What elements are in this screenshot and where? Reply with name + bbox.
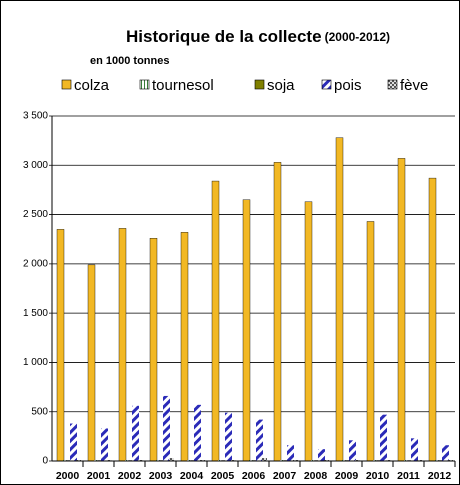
x-tick-label: 2007 <box>273 470 297 482</box>
bar <box>163 395 170 461</box>
bar <box>194 404 201 461</box>
x-tick-label: 2004 <box>180 470 204 482</box>
bar <box>87 264 96 462</box>
bar <box>287 445 294 461</box>
bar <box>101 428 108 461</box>
bar <box>225 412 232 461</box>
bar <box>366 221 375 462</box>
bar <box>211 180 220 462</box>
bar <box>118 228 127 462</box>
y-tick-label: 2 500 <box>23 209 48 220</box>
subtitle: en 1000 tonnes <box>90 55 169 67</box>
bar <box>169 458 174 461</box>
legend-swatch <box>254 79 265 90</box>
legend-swatch <box>321 79 332 90</box>
legend-swatch <box>387 79 398 90</box>
bar <box>318 449 325 461</box>
legend-label: pois <box>334 77 362 94</box>
x-tick-label: 2003 <box>149 470 173 482</box>
y-tick-label: 0 <box>42 456 48 467</box>
bar <box>304 201 313 462</box>
bar <box>256 419 263 461</box>
bar <box>380 414 387 461</box>
x-tick-label: 2011 <box>397 470 420 482</box>
bar <box>428 177 437 462</box>
x-tick-label: 2008 <box>304 470 328 482</box>
legend-swatch <box>61 79 72 90</box>
legend-label: fève <box>400 77 428 94</box>
y-tick-label: 3 000 <box>23 160 48 171</box>
bar <box>242 199 251 462</box>
y-tick-label: 3 500 <box>23 111 48 122</box>
bar <box>273 162 282 462</box>
x-tick-label: 2000 <box>56 470 80 482</box>
bar <box>56 229 65 462</box>
bar <box>411 438 418 461</box>
bar <box>335 137 344 462</box>
chart-title: Historique de la collecte (2000-2012) <box>126 27 390 46</box>
bar <box>349 440 356 461</box>
y-tick-label: 2 000 <box>23 258 48 269</box>
x-tick-label: 2001 <box>87 470 111 482</box>
x-tick-label: 2006 <box>242 470 266 482</box>
bar <box>132 405 139 461</box>
bar <box>442 445 449 461</box>
y-tick-label: 1 500 <box>23 308 48 319</box>
x-tick-label: 2012 <box>428 470 452 482</box>
x-tick-label: 2010 <box>366 470 390 482</box>
x-tick-label: 2009 <box>335 470 359 482</box>
bar <box>397 158 406 462</box>
bar <box>70 423 77 461</box>
bar <box>262 458 267 461</box>
legend-label: colza <box>74 77 110 94</box>
x-tick-label: 2005 <box>211 470 235 482</box>
y-tick-label: 1 000 <box>23 357 48 368</box>
y-tick-label: 500 <box>31 406 48 417</box>
x-tick-label: 2002 <box>118 470 142 482</box>
bar <box>149 238 158 462</box>
legend-label: soja <box>267 77 295 94</box>
legend-swatch <box>139 79 150 90</box>
legend-label: tournesol <box>152 77 214 94</box>
bar <box>180 232 189 462</box>
